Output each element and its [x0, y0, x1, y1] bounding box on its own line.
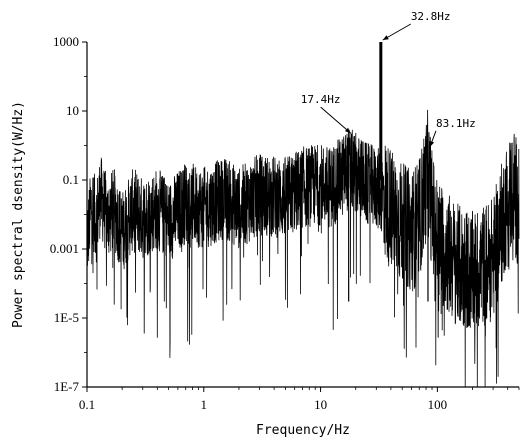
y-tick-label: 0.1 — [63, 172, 79, 187]
x-tick-label: 10 — [314, 397, 327, 412]
y-tick-label: 0.001 — [50, 241, 79, 256]
x-tick-label: 0.1 — [79, 397, 95, 412]
annotation-arrowhead — [382, 35, 389, 40]
series-group — [86, 42, 520, 388]
y-tick-label: 1000 — [53, 34, 79, 49]
annotation-arrowhead — [344, 127, 351, 134]
x-tick-label: 1 — [201, 397, 208, 412]
x-axis-title: Frequency/Hz — [256, 423, 350, 438]
y-tick-label: 1E-7 — [54, 379, 80, 394]
series-0-line — [86, 109, 520, 388]
y-axis-title: Power spectral dsensity(W/Hz) — [11, 101, 26, 328]
annotation-arrowhead — [429, 140, 435, 147]
y-tick-label: 10 — [66, 103, 79, 118]
annotation-label: 17.4Hz — [301, 93, 341, 106]
y-tick-label: 1E-5 — [54, 310, 79, 325]
annotations-group: 32.8Hz 17.4Hz 83.1Hz — [301, 10, 476, 148]
ticks-group: 0.1 1 10 100 1E-7 1E-5 0.001 0.1 10 1000 — [50, 34, 520, 412]
annotation-label: 83.1Hz — [436, 117, 476, 130]
x-tick-label: 100 — [428, 397, 448, 412]
annotation-label: 32.8Hz — [411, 10, 451, 23]
annotation-arrow — [320, 106, 351, 134]
